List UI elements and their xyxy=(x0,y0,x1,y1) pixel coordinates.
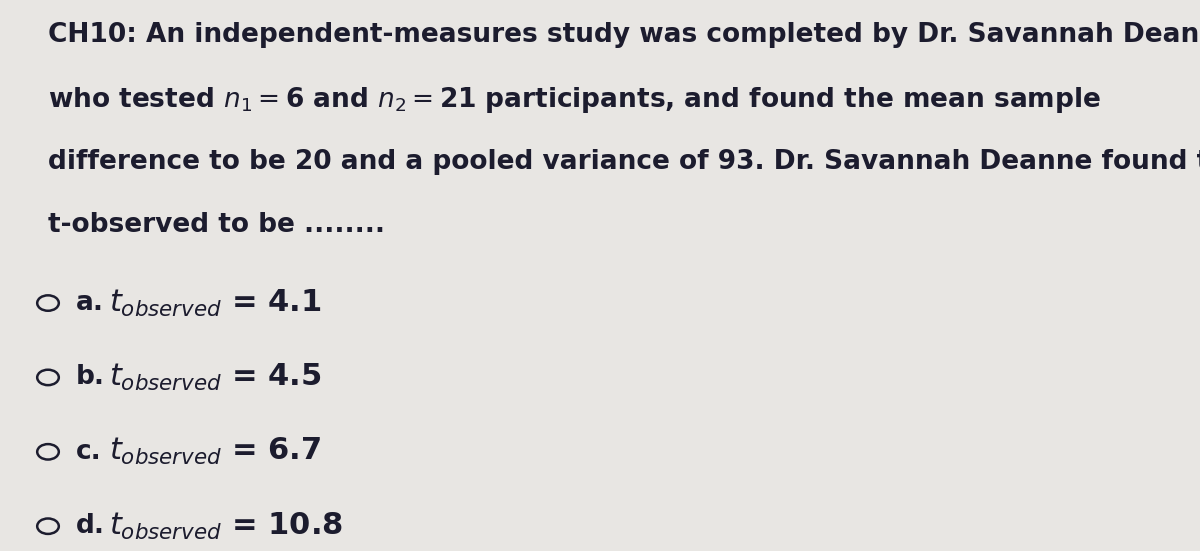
Text: difference to be 20 and a pooled variance of 93. Dr. Savannah Deanne found the: difference to be 20 and a pooled varianc… xyxy=(48,149,1200,175)
Text: $\it{t}_{observed}$ = 10.8: $\it{t}_{observed}$ = 10.8 xyxy=(109,511,343,542)
Text: $\it{t}_{observed}$ = 6.7: $\it{t}_{observed}$ = 6.7 xyxy=(109,436,322,467)
Text: t-observed to be ........: t-observed to be ........ xyxy=(48,212,385,238)
Text: d.: d. xyxy=(76,513,104,539)
Text: b.: b. xyxy=(76,364,104,391)
Text: CH10: An independent-measures study was completed by Dr. Savannah Deanne: CH10: An independent-measures study was … xyxy=(48,22,1200,48)
Text: c.: c. xyxy=(76,439,101,465)
Text: $\it{t}_{observed}$ = 4.5: $\it{t}_{observed}$ = 4.5 xyxy=(109,362,322,393)
Text: a.: a. xyxy=(76,290,103,316)
Text: $\it{t}_{observed}$ = 4.1: $\it{t}_{observed}$ = 4.1 xyxy=(109,288,322,318)
Text: who tested $\mathbf{\it{n}}_1 = \mathbf{6}$ and $\mathbf{\it{n}}_2 = \mathbf{21}: who tested $\mathbf{\it{n}}_1 = \mathbf{… xyxy=(48,85,1100,115)
